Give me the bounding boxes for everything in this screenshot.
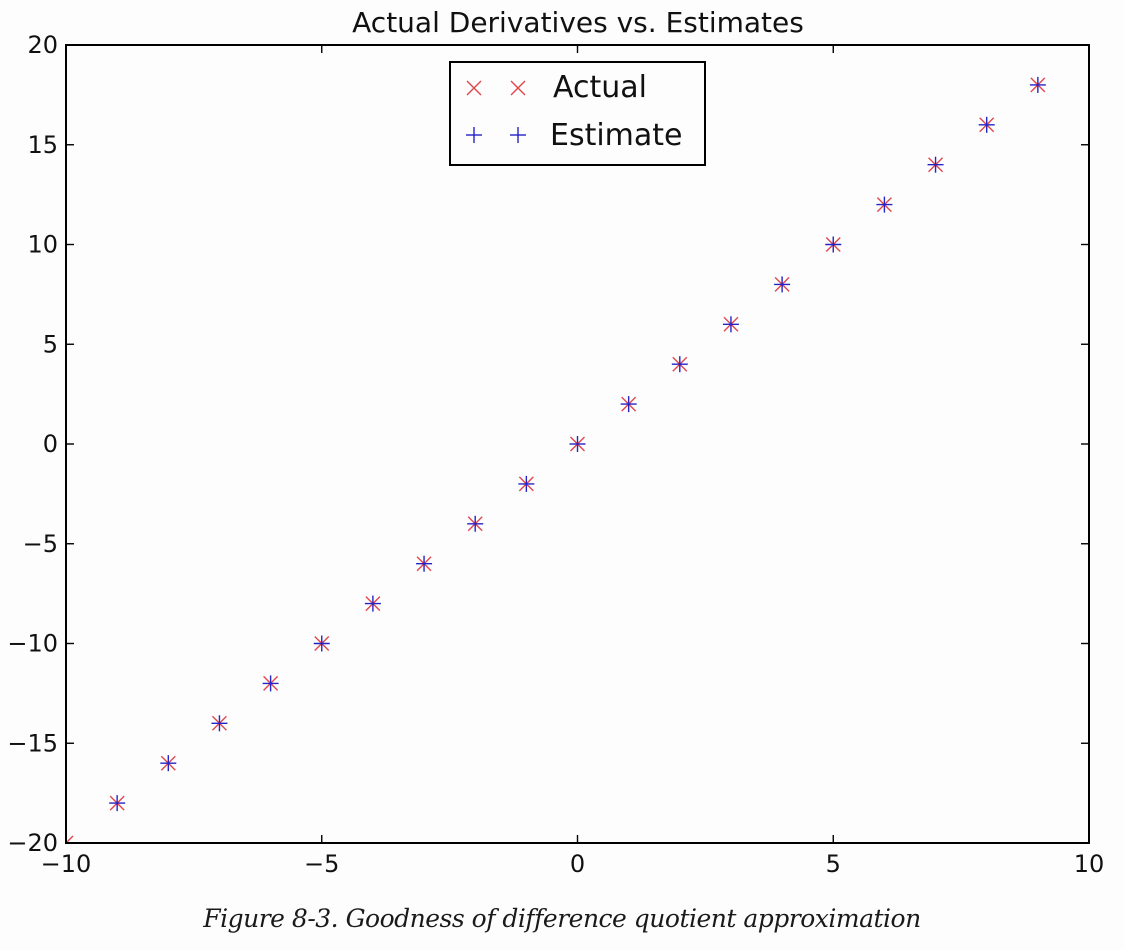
data-point-estimate: [620, 396, 637, 413]
legend: Actual Estimate: [449, 61, 706, 166]
y-tick-label: 15: [27, 131, 58, 159]
data-markers: [66, 76, 1046, 843]
data-point-estimate: [722, 316, 739, 333]
figure-caption: Figure 8-3. Goodness of difference quoti…: [203, 904, 921, 933]
data-point-estimate: [160, 755, 177, 772]
data-point-estimate: [467, 515, 484, 532]
legend-actual-marker: [466, 80, 482, 96]
data-point-estimate: [109, 795, 126, 812]
y-tick-label: −10: [7, 630, 58, 658]
data-point-estimate: [927, 156, 944, 173]
y-tick-label: 5: [43, 330, 58, 358]
data-point-estimate: [774, 276, 791, 293]
scatter-chart: Actual Derivatives vs. Estimates −10 −5 0 5…: [7, 6, 1104, 878]
data-point-estimate: [211, 715, 228, 732]
legend-estimate-marker: [466, 127, 482, 143]
legend-estimate-marker: [510, 127, 526, 143]
legend-box: [449, 61, 706, 166]
data-point-actual: [66, 835, 74, 843]
axis-tick-labels: −10 −5 0 5 10 −20 −15 −10 −5 0 5 10 15 20: [7, 31, 1104, 878]
y-tick-label: 0: [43, 430, 58, 458]
x-tick-label: −10: [41, 850, 92, 878]
data-point-estimate: [416, 555, 433, 572]
x-tick-label: 5: [826, 850, 841, 878]
y-tick-label: −20: [7, 829, 58, 857]
data-point-estimate: [1029, 76, 1046, 93]
legend-estimate-markers: [466, 127, 526, 143]
legend-actual-markers: [466, 80, 526, 96]
x-tick-label: −5: [304, 850, 339, 878]
legend-estimate-label: Estimate: [550, 118, 683, 153]
series-estimate: [66, 76, 1046, 843]
data-point-estimate: [262, 675, 279, 692]
y-tick-label: −15: [7, 729, 58, 757]
legend-actual-label: Actual: [553, 70, 647, 105]
data-point-estimate: [364, 595, 381, 612]
axis-ticks: [65, 44, 1090, 844]
data-point-estimate: [569, 436, 586, 452]
x-tick-label: 0: [570, 850, 585, 878]
y-tick-label: 20: [27, 31, 58, 59]
data-point-estimate: [671, 356, 688, 373]
data-point-estimate: [313, 635, 330, 652]
data-point-estimate: [978, 116, 995, 133]
x-tick-label: 10: [1074, 850, 1105, 878]
data-point-estimate: [876, 196, 893, 213]
legend-actual-marker: [510, 80, 526, 96]
y-tick-label: 10: [27, 231, 58, 259]
data-point-estimate: [825, 236, 842, 253]
data-point-estimate: [518, 475, 535, 492]
y-tick-label: −5: [23, 530, 58, 558]
chart-title: Actual Derivatives vs. Estimates: [352, 6, 804, 39]
series-actual: [66, 77, 1046, 843]
